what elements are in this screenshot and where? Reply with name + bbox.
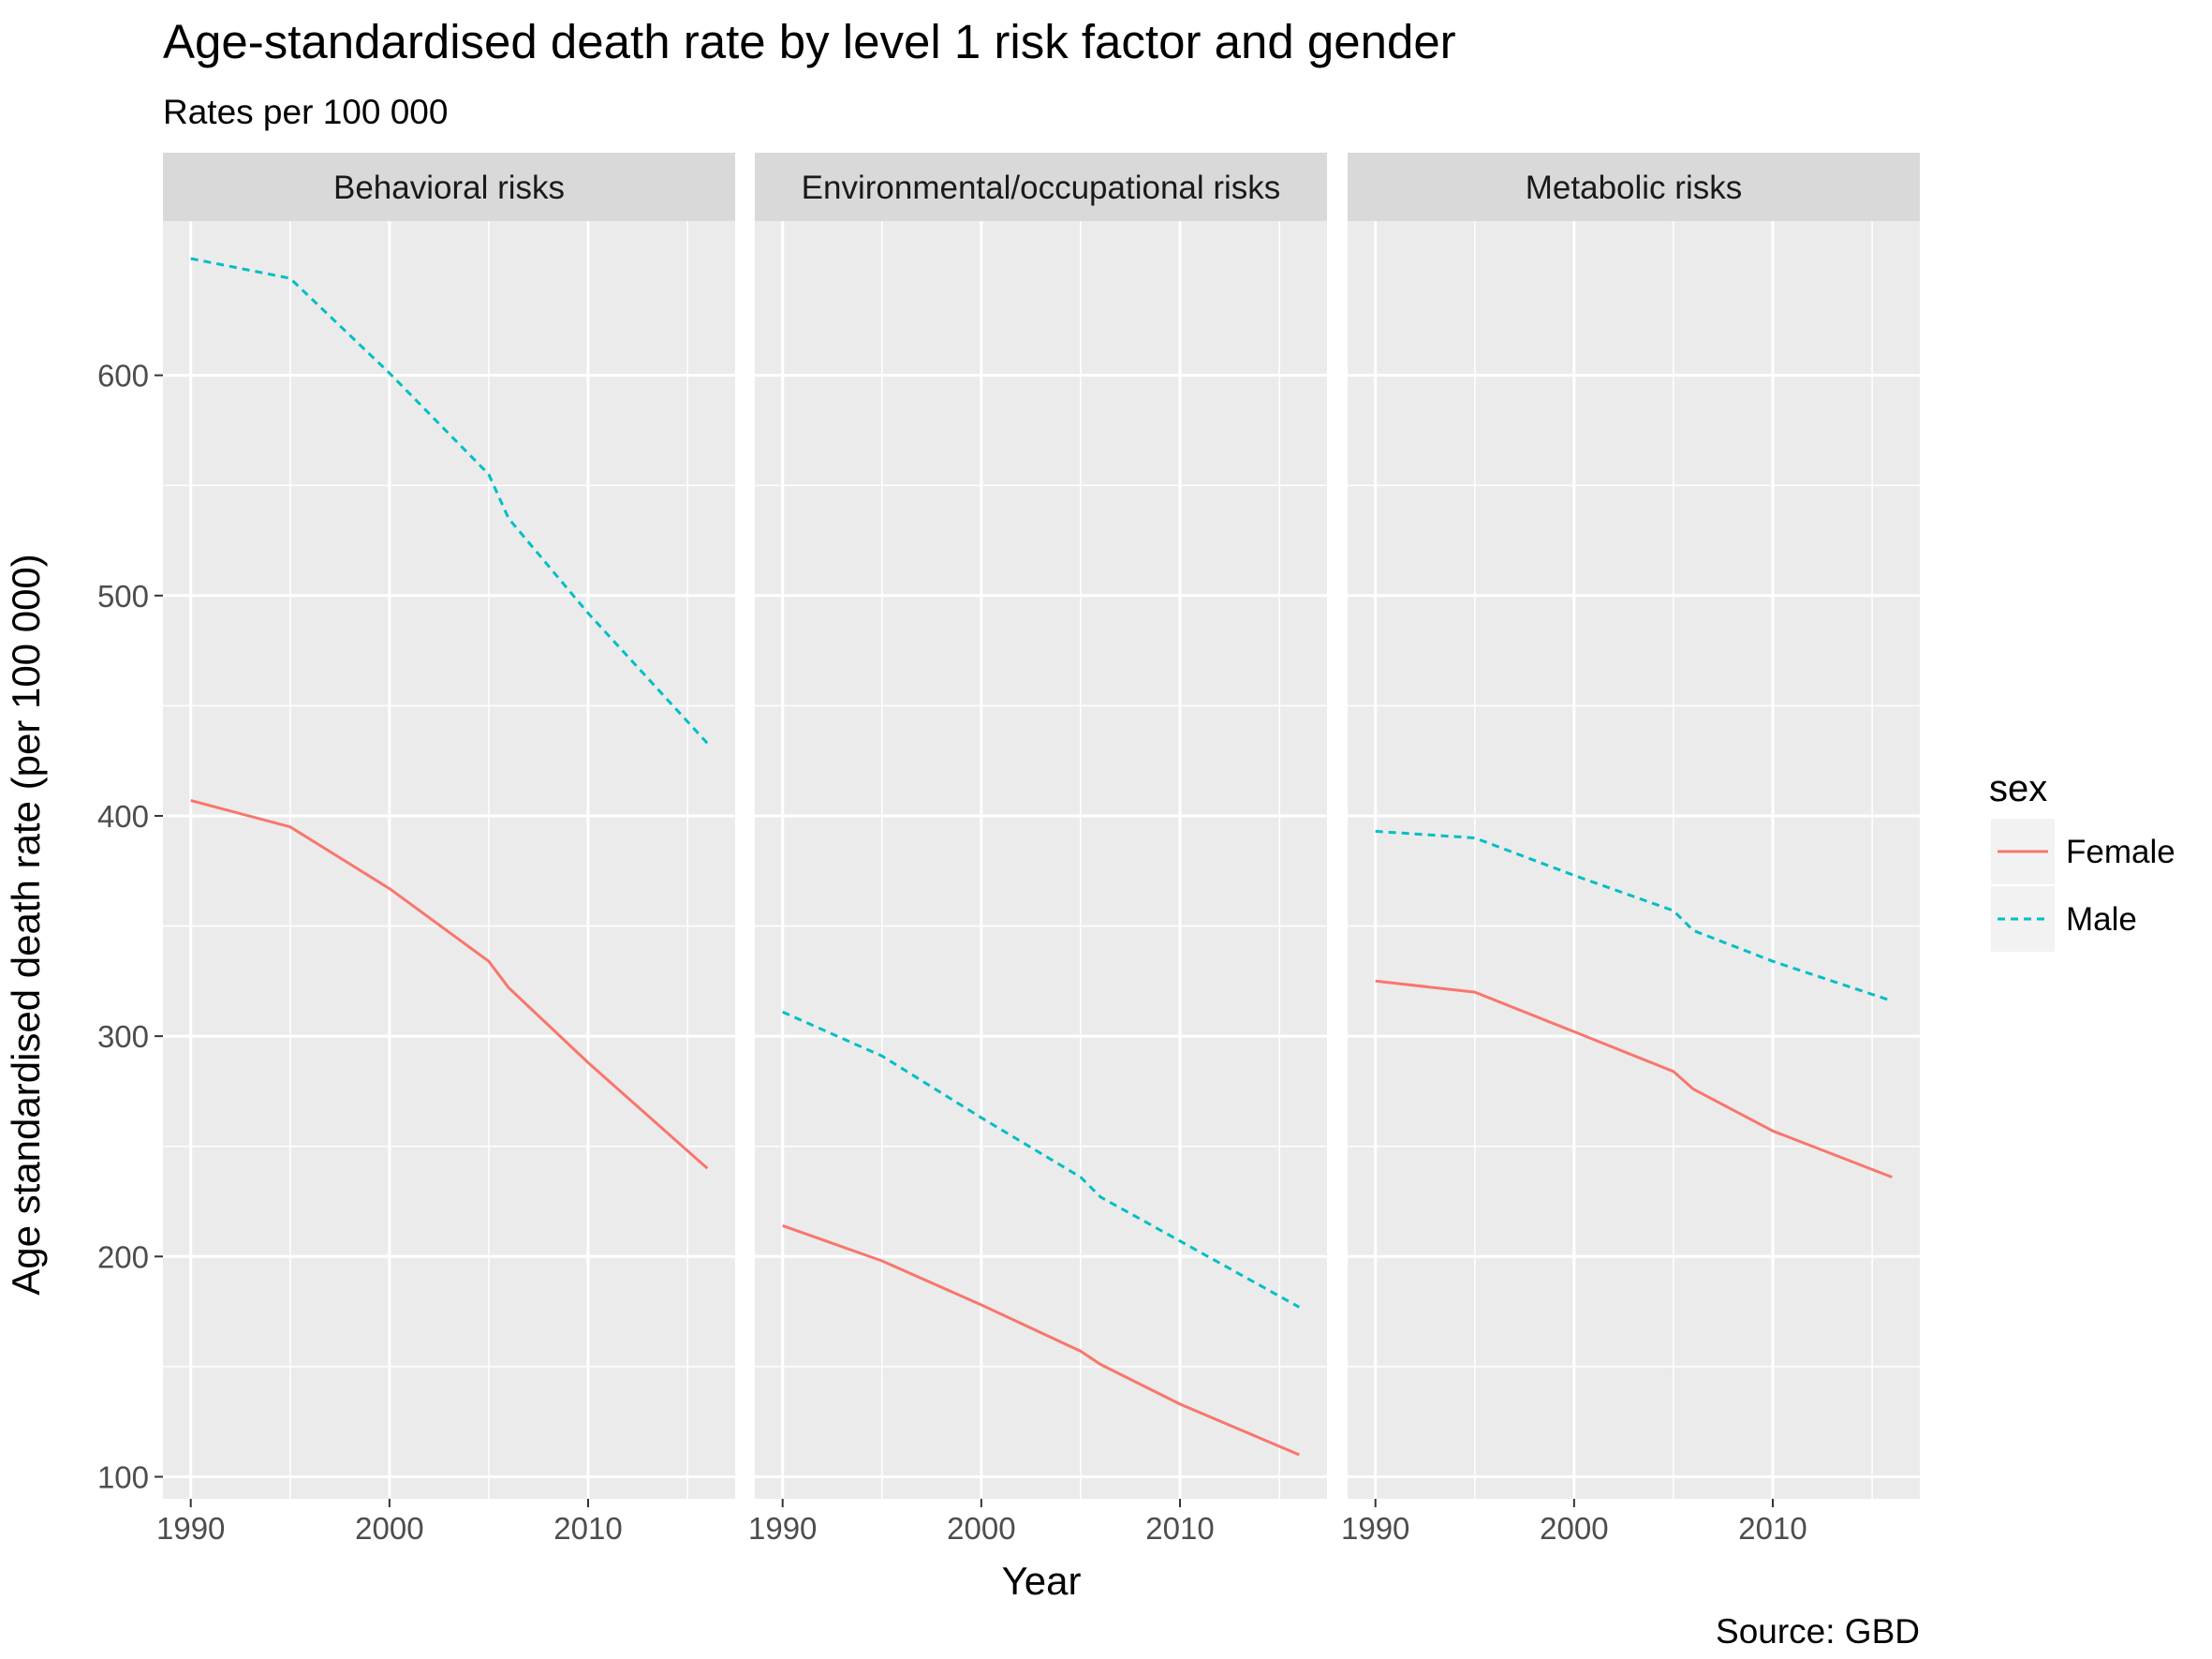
chart-subtitle: Rates per 100 000 (163, 93, 448, 131)
y-tick-label-500: 500 (97, 579, 149, 614)
facet-label-behavioral-risks: Behavioral risks (333, 170, 565, 206)
y-axis: 100 200 300 400 500 600 (97, 359, 163, 1494)
legend: sex Female Male (1989, 768, 2175, 952)
panel-background-environmental-occupational-risks (755, 221, 1327, 1499)
chart-title: Age-standardised death rate by level 1 r… (163, 15, 1456, 68)
panel-environmental-occupational-risks: Environmental/occupational risks (755, 153, 1327, 1499)
legend-title: sex (1989, 768, 2047, 809)
y-tick-label-400: 400 (97, 799, 149, 834)
x-axis: 1990 2000 2010 1990 2000 2010 1990 2000 2010 (156, 1499, 1807, 1546)
facet-label-metabolic-risks: Metabolic risks (1526, 170, 1742, 206)
x-tick-label-1990: 1990 (1341, 1511, 1409, 1546)
panel-background-metabolic-risks (1348, 221, 1920, 1499)
series-line-female-metabolic-risks (1375, 979, 1893, 1178)
facet-label-environmental-occupational-risks: Environmental/occupational risks (802, 170, 1281, 206)
caption: Source: GBD (1716, 1612, 1920, 1651)
facet-strip-environmental-occupational-risks (755, 153, 1327, 221)
series-line-female-behavioral-risks (190, 799, 709, 1170)
panels: Behavioral risks Environmental/occupation… (163, 153, 1920, 1499)
y-tick-label-200: 200 (97, 1239, 149, 1274)
panel-metabolic-risks: Metabolic risks (1348, 153, 1920, 1499)
x-tick-label-1990: 1990 (748, 1511, 817, 1546)
x-tick-label-2000: 2000 (355, 1511, 423, 1546)
panel-behavioral-risks: Behavioral risks (163, 153, 735, 1499)
series-line-female-environmental-occupational-risks (782, 1223, 1300, 1457)
series-line-male-behavioral-risks (190, 257, 709, 745)
facet-strip-behavioral-risks (163, 153, 735, 221)
x-tick-label-1990: 1990 (156, 1511, 225, 1546)
legend-label-female: Female (2066, 834, 2175, 870)
x-tick-label-2000: 2000 (1540, 1511, 1608, 1546)
y-tick-label-300: 300 (97, 1019, 149, 1054)
y-tick-label-600: 600 (97, 359, 149, 393)
series-line-male-metabolic-risks (1375, 829, 1893, 1002)
facet-strip-metabolic-risks (1348, 153, 1920, 221)
panel-background-behavioral-risks (163, 221, 735, 1499)
y-axis-title: Age standardised death rate (per 100 000… (4, 554, 48, 1296)
legend-label-male: Male (2066, 901, 2137, 938)
y-tick-label-100: 100 (97, 1459, 149, 1494)
x-tick-label-2000: 2000 (947, 1511, 1015, 1546)
x-tick-label-2010: 2010 (1145, 1511, 1214, 1546)
x-axis-title: Year (1002, 1559, 1082, 1603)
x-tick-label-2010: 2010 (553, 1511, 622, 1546)
series-line-male-environmental-occupational-risks (782, 1010, 1301, 1309)
x-tick-label-2010: 2010 (1738, 1511, 1806, 1546)
